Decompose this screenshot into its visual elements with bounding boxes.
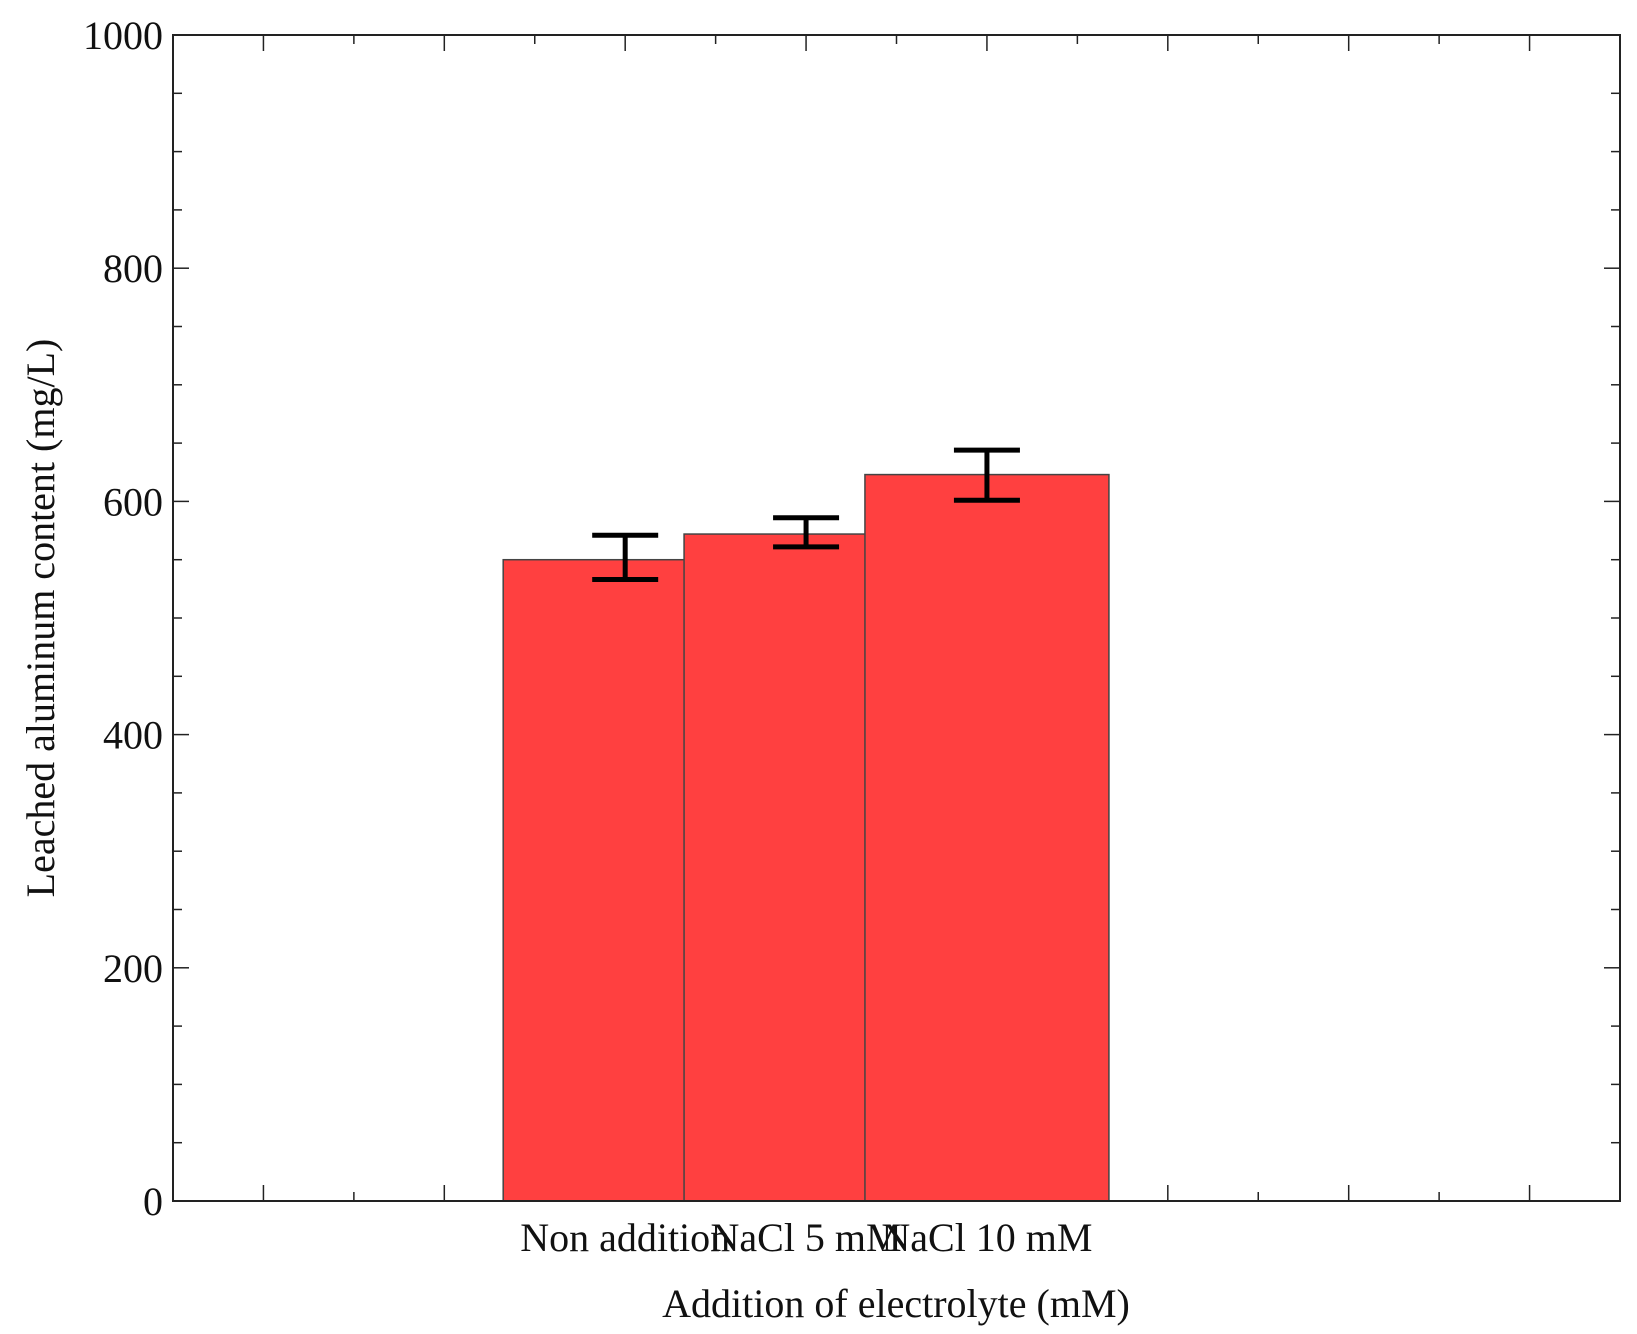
y-tick-label: 0 bbox=[143, 1179, 163, 1224]
plot-frame bbox=[172, 34, 1621, 1202]
bars bbox=[502, 473, 1110, 1202]
x-axis-label: Addition of electrolyte (mM) bbox=[662, 1281, 1130, 1326]
y-tick-label: 800 bbox=[103, 246, 163, 291]
y-tick-label: 200 bbox=[103, 946, 163, 991]
y-tick-label: 600 bbox=[103, 479, 163, 524]
bar bbox=[864, 473, 1110, 1202]
x-tick-label: Non addition bbox=[520, 1215, 730, 1260]
x-tick-label: NaCl 5 mM bbox=[711, 1215, 902, 1260]
error-bars bbox=[592, 447, 1020, 583]
minor-ticks bbox=[173, 34, 1620, 1202]
x-tick-label: NaCl 10 mM bbox=[881, 1215, 1092, 1260]
y-tick-labels: 0 200 400 600 800 1000 bbox=[83, 13, 163, 1224]
y-axis-label: Leached aluminum content (mg/L) bbox=[18, 339, 63, 898]
y-tick-label: 1000 bbox=[83, 13, 163, 58]
y-tick-label: 400 bbox=[103, 713, 163, 758]
